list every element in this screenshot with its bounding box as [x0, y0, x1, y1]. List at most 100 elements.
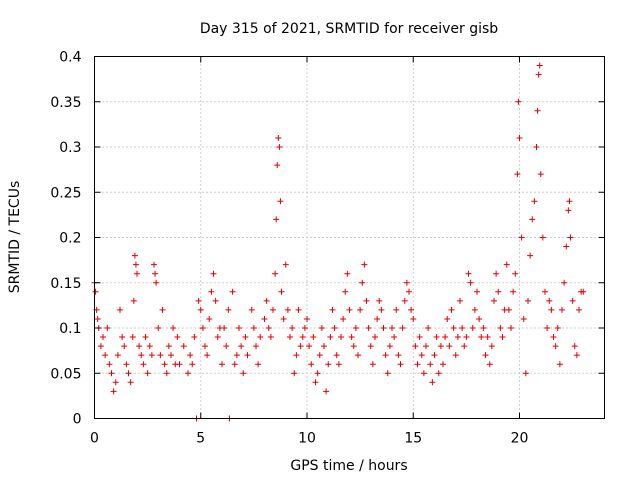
- data-point: [206, 315, 213, 322]
- data-point: [335, 361, 342, 368]
- data-point: [465, 270, 472, 277]
- data-point: [121, 343, 128, 350]
- data-point: [350, 343, 357, 350]
- data-point: [471, 306, 478, 313]
- data-point: [395, 352, 402, 359]
- data-point: [342, 288, 349, 295]
- data-point: [573, 352, 580, 359]
- data-point: [512, 270, 519, 277]
- data-point: [493, 270, 500, 277]
- data-point: [134, 270, 140, 277]
- data-point: [516, 134, 523, 141]
- data-point: [503, 261, 510, 268]
- data-point: [208, 288, 215, 295]
- data-point: [318, 325, 325, 331]
- data-point: [308, 361, 315, 368]
- data-point: [497, 325, 504, 331]
- data-point: [427, 361, 434, 368]
- data-point: [539, 234, 546, 241]
- data-point: [544, 325, 551, 331]
- data-point: [163, 370, 170, 377]
- data-point: [548, 306, 555, 313]
- data-point: [244, 352, 251, 359]
- y-tick-label: 0.2: [59, 231, 81, 247]
- data-point: [136, 343, 143, 350]
- data-point: [355, 352, 361, 359]
- data-point: [386, 343, 393, 350]
- data-point: [138, 352, 145, 359]
- x-axis-label: GPS time / hours: [290, 458, 407, 474]
- data-point: [448, 306, 455, 313]
- data-point: [92, 288, 99, 295]
- data-point: [253, 343, 259, 350]
- data-point: [223, 343, 230, 350]
- data-point: [374, 315, 381, 322]
- data-point: [399, 325, 406, 331]
- data-point: [463, 334, 470, 341]
- data-point: [561, 279, 568, 286]
- data-point: [195, 297, 202, 304]
- data-point: [97, 343, 104, 350]
- data-point: [127, 379, 134, 386]
- data-point: [233, 352, 240, 359]
- data-point: [348, 334, 355, 341]
- data-point: [146, 343, 153, 350]
- data-point: [165, 343, 172, 350]
- data-point: [397, 361, 404, 368]
- data-point: [480, 325, 487, 331]
- data-point: [406, 288, 412, 295]
- data-point: [270, 306, 276, 313]
- data-point: [327, 334, 334, 341]
- data-point: [214, 334, 221, 341]
- data-point: [352, 325, 359, 331]
- data-point: [310, 334, 317, 341]
- data-point: [229, 288, 236, 295]
- data-point: [312, 379, 319, 386]
- data-point: [197, 306, 204, 313]
- data-point: [529, 216, 536, 223]
- data-point: [536, 62, 543, 69]
- data-point: [566, 198, 573, 205]
- data-point: [151, 261, 157, 268]
- data-point: [321, 343, 327, 350]
- data-point: [369, 361, 376, 368]
- chart-title: Day 315 of 2021, SRMTID for receiver gis…: [200, 21, 498, 37]
- data-point: [274, 162, 281, 169]
- data-point: [180, 343, 187, 350]
- data-point: [108, 370, 115, 377]
- data-point: [304, 315, 310, 322]
- data-point: [189, 361, 196, 368]
- data-point: [131, 252, 138, 259]
- data-point: [221, 325, 228, 331]
- data-point: [119, 334, 126, 341]
- data-point: [510, 288, 517, 295]
- data-point: [520, 315, 527, 322]
- data-point: [282, 261, 289, 268]
- data-point: [325, 361, 332, 368]
- data-point: [420, 370, 427, 377]
- data-point: [410, 315, 417, 322]
- data-point: [505, 306, 512, 313]
- data-point: [467, 279, 474, 286]
- data-point: [284, 306, 291, 313]
- data-point: [450, 325, 457, 331]
- axis-ticks: [94, 56, 605, 419]
- data-point: [204, 352, 211, 359]
- data-point: [414, 361, 421, 368]
- data-point: [433, 334, 440, 341]
- data-point: [153, 279, 160, 286]
- x-tick-label: 10: [298, 431, 316, 447]
- data-point: [94, 315, 101, 322]
- data-point: [515, 98, 522, 105]
- data-point: [459, 325, 466, 331]
- data-point: [559, 306, 565, 313]
- data-point: [357, 306, 364, 313]
- x-tick-label: 15: [404, 431, 422, 447]
- y-tick-label: 0.15: [50, 276, 81, 292]
- data-point: [125, 370, 132, 377]
- data-point: [542, 288, 548, 295]
- data-point: [299, 334, 306, 341]
- data-point: [293, 352, 300, 359]
- x-tick-label: 0: [90, 431, 99, 447]
- x-tick-label: 5: [196, 431, 205, 447]
